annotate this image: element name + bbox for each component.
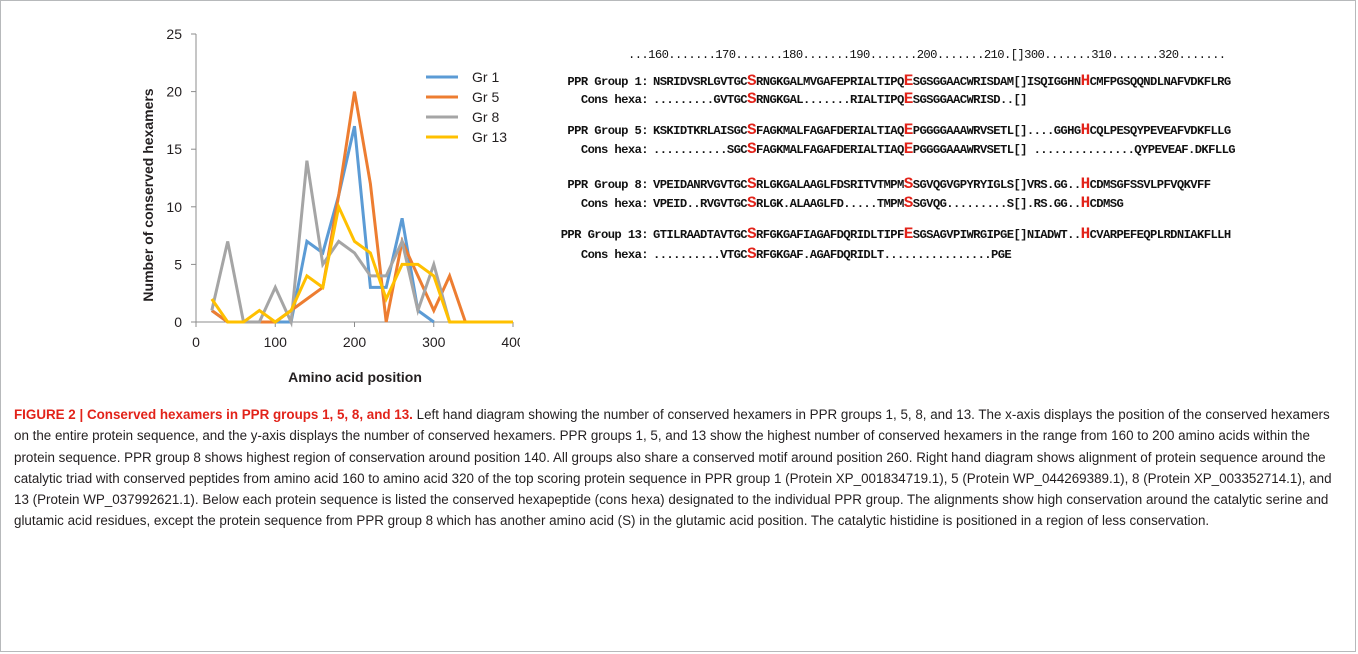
sequence-segment: VPEIDANRVGVTGC <box>653 178 748 192</box>
alignment-row: Cons hexa: VPEID..RVGVTGCSRLGK.ALAAGLFD..… <box>520 194 1124 212</box>
row-label: PPR Group 5: <box>567 124 648 138</box>
catalytic-residue: S <box>903 194 914 212</box>
sequence-segment: RLGK.ALAAGLFD.....TMPM <box>756 197 904 211</box>
catalytic-residue: H <box>1080 225 1091 243</box>
x-axis-title: Amino acid position <box>288 369 422 385</box>
x-tick-label: 200 <box>343 334 367 350</box>
sequence-segment: RNGKGALMVGAFEPRIALTIPQ <box>756 75 904 89</box>
sequence-segment: RLGKGALAAGLFDSRITVTMPM <box>756 178 904 192</box>
catalytic-residue: H <box>1080 194 1091 212</box>
x-tick-label: 0 <box>192 334 200 350</box>
sequence-segment: PGGGGAAAWRVSETL[]....GGHG <box>912 124 1081 138</box>
catalytic-residue: S <box>747 194 757 212</box>
sequence-segment: FAGKMALFAGAFDERIALTIAQ <box>756 124 904 138</box>
alignment-row: PPR Group 8: VPEIDANRVGVTGCSRLGKGALAAGLFD… <box>520 175 1211 193</box>
catalytic-residue: S <box>747 90 757 108</box>
sequence-segment: KSKIDTKRLAISGC <box>653 124 748 138</box>
catalytic-residue: E <box>903 121 914 139</box>
sequence-alignment: ...160.......170.......180.......190....… <box>520 48 1350 263</box>
catalytic-residue: S <box>747 225 757 243</box>
x-tick-label: 400 <box>501 334 520 350</box>
sequence-segment: VPEID..RVGVTGC <box>653 197 748 211</box>
catalytic-residue: S <box>747 121 757 139</box>
row-label: Cons hexa: <box>580 143 649 157</box>
legend-label: Gr 5 <box>472 89 499 105</box>
catalytic-residue: E <box>903 225 914 243</box>
row-label: PPR Group 8: <box>567 178 648 192</box>
sequence-segment: CDMSG <box>1089 197 1124 211</box>
sequence-segment: FAGKMALFAGAFDERIALTIAQ <box>756 143 904 157</box>
sequence-segment: ...........SGC <box>653 143 748 157</box>
x-tick-label: 300 <box>422 334 446 350</box>
sequence-segment: RFGKGAFIAGAFDQRIDLTIPF <box>756 228 904 242</box>
sequence-segment: ..........VTGC <box>653 248 748 262</box>
catalytic-residue: S <box>747 245 757 263</box>
row-label: PPR Group 1: <box>567 75 648 89</box>
alignment-row: Cons hexa: ...........SGCSFAGKMALFAGAFDER… <box>520 140 1236 158</box>
catalytic-residue: E <box>903 140 914 158</box>
legend-label: Gr 1 <box>472 69 499 85</box>
y-tick-label: 20 <box>166 84 182 100</box>
chart-axes: 0 5 10 15 20 25 0 100 200 300 400 <box>166 26 520 350</box>
sequence-segment: SGSGGAACWRISDAM[]ISQIGGHN <box>912 75 1081 89</box>
sequence-segment: RNGKGAL.......RIALTIPQ <box>756 93 904 107</box>
line-chart: 05101520250100200300400 Gr 1Gr 5Gr 8Gr 1… <box>140 26 520 385</box>
chart-series-layer <box>210 91 513 328</box>
series-line-gr-1 <box>210 125 435 324</box>
series-line-gr-13 <box>210 201 513 324</box>
caption-text: Left hand diagram showing the number of … <box>14 407 1332 529</box>
catalytic-residue: E <box>903 90 914 108</box>
sequence-segment: CDMSGFSSVLPFVQKVFF <box>1089 178 1211 192</box>
sequence-segment: .............PGE <box>903 248 1012 262</box>
catalytic-residue: S <box>747 72 757 90</box>
legend-label: Gr 13 <box>472 129 507 145</box>
catalytic-residue: S <box>747 140 757 158</box>
sequence-segment: RFGKGAF.AGAFDQRIDLT... <box>756 248 904 262</box>
sequence-segment: PGGGGAAAWRVSETL[] ............... <box>912 143 1135 157</box>
alignment-row: PPR Group 5: KSKIDTKRLAISGCSFAGKMALFAGAFD… <box>520 121 1231 139</box>
y-axis-title: Number of conserved hexamers <box>140 88 156 301</box>
sequence-segment: GTILRAADTAVTGC <box>653 228 748 242</box>
y-tick-label: 25 <box>166 26 182 42</box>
chart-legend: Gr 1 Gr 5 Gr 8 Gr 13 <box>426 69 507 145</box>
row-label: Cons hexa: <box>580 197 649 211</box>
sequence-segment: CMFPGSQQNDLNAFVDKFLRG <box>1089 75 1232 89</box>
sequence-segment: SGVQG.........S[].RS.GG.. <box>912 197 1081 211</box>
row-label: Cons hexa: <box>580 248 649 262</box>
caption-title: FIGURE 2 | Conserved hexamers in PPR gro… <box>14 407 413 422</box>
alignment-row: Cons hexa: ..........VTGCSRFGKGAF.AGAFDQR… <box>520 245 1012 263</box>
sequence-segment: QYPEVEAF.DKFLLG <box>1134 143 1236 157</box>
alignment-row: Cons hexa: .........GVTGCSRNGKGAL.......R… <box>520 90 1028 108</box>
catalytic-residue: H <box>1080 121 1091 139</box>
figure-caption: FIGURE 2 | Conserved hexamers in PPR gro… <box>14 404 1340 532</box>
alignment-ruler: ...160.......170.......180.......190....… <box>628 48 1226 62</box>
sequence-segment: SGSAGVPIWRGIPGE[]NIADWT.. <box>912 228 1081 242</box>
series-line-gr-5 <box>210 91 513 324</box>
catalytic-residue: H <box>1080 175 1091 193</box>
row-label: PPR Group 13: <box>560 228 649 242</box>
sequence-segment: SGSGGAACWRISD..[] <box>912 93 1028 107</box>
sequence-segment: NSRIDVSRLGVTGC <box>653 75 748 89</box>
y-tick-label: 15 <box>166 141 182 157</box>
sequence-segment: CQLPESQYPEVEAFVDKFLLG <box>1089 124 1232 138</box>
sequence-segment: SGVQGVGPYRYIGLS[]VRS.GG.. <box>912 178 1081 192</box>
y-tick-label: 5 <box>174 256 182 272</box>
alignment-row: PPR Group 1: NSRIDVSRLGVTGCSRNGKGALMVGAFE… <box>520 72 1231 90</box>
catalytic-residue: E <box>903 72 914 90</box>
catalytic-residue: H <box>1080 72 1091 90</box>
alignment-row: PPR Group 13: GTILRAADTAVTGCSRFGKGAFIAGAF… <box>520 225 1231 243</box>
sequence-segment: .........GVTGC <box>653 93 748 107</box>
catalytic-residue: S <box>903 175 914 193</box>
y-tick-label: 10 <box>166 199 182 215</box>
row-label: Cons hexa: <box>580 93 649 107</box>
y-tick-label: 0 <box>174 314 182 330</box>
sequence-segment: CVARPEFEQPLRDNIAKFLLH <box>1089 228 1232 242</box>
catalytic-residue: S <box>747 175 757 193</box>
legend-label: Gr 8 <box>472 109 499 125</box>
x-tick-label: 100 <box>264 334 288 350</box>
